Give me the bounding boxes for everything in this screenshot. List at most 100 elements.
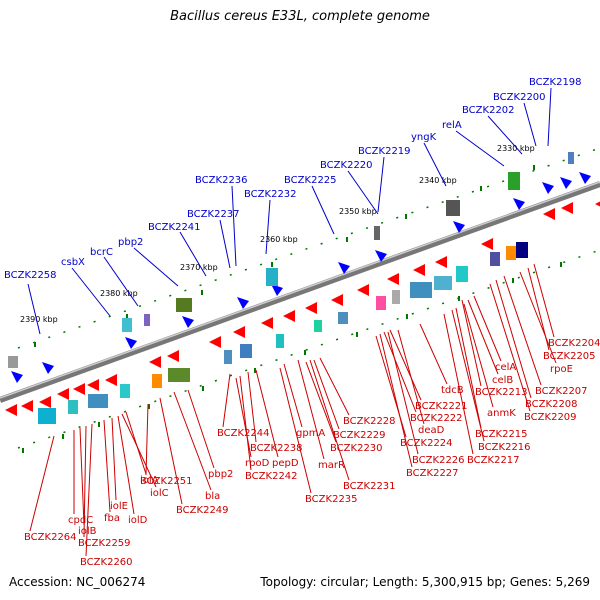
tick-mark xyxy=(126,314,128,319)
reverse-leader-line xyxy=(111,417,117,501)
reverse-gene-label: BCZK2238 xyxy=(250,443,303,454)
forward-gene-block xyxy=(568,152,574,164)
reverse-gene-label: celB xyxy=(492,375,513,386)
forward-gene xyxy=(125,337,137,349)
reverse-gene-block xyxy=(152,374,162,388)
reverse-track-line xyxy=(17,249,600,449)
tick-mark xyxy=(405,214,407,219)
reverse-gene xyxy=(357,284,369,296)
forward-leader-line xyxy=(265,199,271,255)
tick-mark xyxy=(346,237,348,242)
reverse-leader-line xyxy=(103,419,111,513)
reverse-gene-block xyxy=(38,408,56,424)
forward-gene-label: BCZK2237 xyxy=(187,209,240,220)
forward-leader-line xyxy=(179,231,207,277)
reverse-gene-label: BCZK2244 xyxy=(217,428,270,439)
tick-mark xyxy=(148,404,150,409)
genome-backbone-shine xyxy=(0,181,600,399)
reverse-gene-label: BCZK2222 xyxy=(410,413,463,424)
reverse-gene-block xyxy=(516,242,528,258)
reverse-gene-block xyxy=(168,368,190,382)
reverse-gene-label: BCZK2204 xyxy=(548,338,600,349)
reverse-leader-line xyxy=(383,331,417,413)
reverse-gene-label: BCZK2230 xyxy=(330,443,383,454)
reverse-gene-block xyxy=(68,400,78,414)
reverse-leader-line xyxy=(419,323,448,385)
reverse-gene-label: iolB xyxy=(78,526,97,537)
reverse-gene-label: BCZK2213 xyxy=(475,387,528,398)
reverse-gene-label: BCZK2205 xyxy=(543,351,596,362)
forward-leader-line xyxy=(423,142,447,187)
forward-gene-label: BCZK2232 xyxy=(244,189,297,200)
forward-gene xyxy=(513,198,525,210)
forward-gene xyxy=(237,297,249,309)
reverse-gene xyxy=(331,294,343,306)
reverse-leader-line xyxy=(83,425,87,538)
reverse-leader-line xyxy=(85,423,93,557)
reverse-leader-line xyxy=(159,397,183,505)
reverse-gene xyxy=(39,396,51,408)
tick-mark xyxy=(406,314,408,319)
tick-mark xyxy=(304,350,306,355)
reverse-leader-line xyxy=(117,415,135,515)
reverse-leader-line xyxy=(519,271,557,364)
reverse-leader-line xyxy=(297,359,325,460)
tick-mark xyxy=(480,186,482,191)
reverse-gene-label: BCZK2249 xyxy=(176,505,229,516)
reverse-leader-line xyxy=(451,309,485,442)
reverse-leader-line xyxy=(389,329,422,401)
reverse-leader-line xyxy=(319,357,350,416)
reverse-gene-label: BCZK2264 xyxy=(24,532,77,543)
forward-gene-block xyxy=(144,314,150,326)
reverse-leader-line xyxy=(79,427,85,526)
forward-gene-block xyxy=(176,298,192,312)
forward-gene-label: BCZK2236 xyxy=(195,175,248,186)
reverse-leader-line xyxy=(247,371,257,443)
reverse-gene-label: BCZK2242 xyxy=(245,471,298,482)
accession-text: Accession: NC_006274 xyxy=(9,575,146,589)
tick-mark xyxy=(512,278,514,283)
forward-gene xyxy=(338,262,350,274)
forward-gene-label: BCZK2198 xyxy=(529,77,582,88)
reverse-leader-line xyxy=(145,403,149,476)
forward-gene-label: yngK xyxy=(411,132,437,143)
forward-leader-line xyxy=(377,156,385,213)
reverse-gene-label: pepD xyxy=(272,458,299,469)
reverse-leader-line xyxy=(463,303,494,408)
reverse-gene xyxy=(561,202,573,214)
reverse-gene xyxy=(305,302,317,314)
forward-gene-label: BCZK2220 xyxy=(320,160,373,171)
forward-gene-label: BCZK2258 xyxy=(4,270,57,281)
reverse-gene-label: fba xyxy=(104,513,120,524)
reverse-gene-block xyxy=(338,312,348,324)
tick-mark xyxy=(34,342,36,347)
reverse-leader-line xyxy=(533,263,555,338)
reverse-gene-label: iolC xyxy=(150,488,169,499)
reverse-gene xyxy=(261,317,273,329)
tick-mark xyxy=(356,332,358,337)
reverse-gene-label: BCZK2251 xyxy=(140,476,193,487)
reverse-leader-line xyxy=(235,377,252,458)
reverse-gene-label: BCZK2235 xyxy=(305,494,358,505)
map-title: Bacillus cereus E33L, complete genome xyxy=(170,9,430,24)
reverse-gene-label: BCZK2221 xyxy=(415,401,468,412)
reverse-gene-block xyxy=(490,252,500,266)
reverse-gene-label: BCZK2226 xyxy=(412,455,465,466)
scale-label: 2350 kbp xyxy=(339,207,377,216)
reverse-gene xyxy=(435,256,447,268)
reverse-gene-label: iolD xyxy=(128,515,148,526)
forward-gene-label: BCZK2202 xyxy=(462,105,515,116)
tick-mark xyxy=(271,262,273,267)
reverse-leader-line xyxy=(503,275,542,386)
forward-leader-line xyxy=(103,256,139,307)
forward-gene-label: bcrC xyxy=(90,247,113,258)
forward-gene-block xyxy=(446,200,460,216)
reverse-leader-line xyxy=(461,299,482,387)
tick-mark xyxy=(560,262,562,267)
tick-mark xyxy=(533,165,535,170)
topology-text: Topology: circular; Length: 5,300,915 bp… xyxy=(260,575,590,589)
reverse-gene-block xyxy=(456,266,468,282)
forward-gene xyxy=(375,250,387,262)
reverse-leader-line xyxy=(29,435,55,532)
reverse-gene-label: rpoD xyxy=(245,458,270,469)
